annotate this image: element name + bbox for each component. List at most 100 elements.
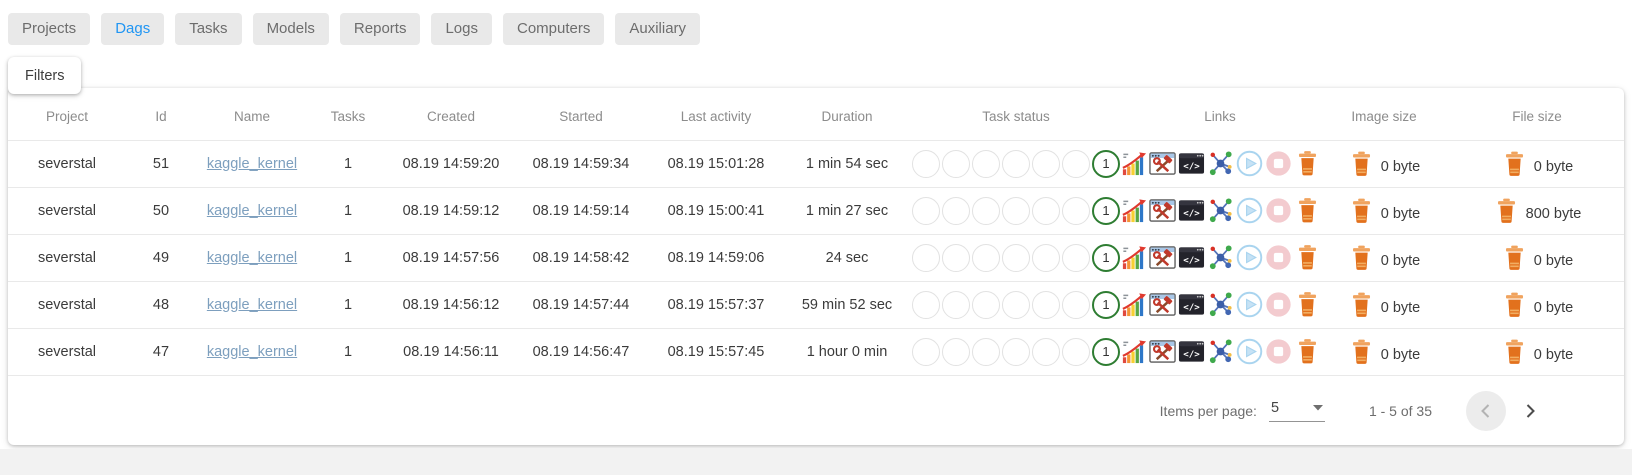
report-chart-icon[interactable] — [1120, 338, 1147, 365]
code-window-icon[interactable] — [1178, 291, 1205, 318]
graph-icon[interactable] — [1207, 150, 1234, 177]
dags-table-card: Project Id Name Tasks Created Started La… — [8, 88, 1624, 445]
cell-id: 50 — [126, 187, 196, 235]
code-window-icon[interactable] — [1178, 338, 1205, 365]
cell-task-status: 1 — [910, 281, 1122, 329]
trash-icon[interactable] — [1501, 149, 1528, 179]
graph-icon[interactable] — [1207, 291, 1234, 318]
trash-icon[interactable] — [1294, 197, 1321, 224]
code-window-icon[interactable] — [1178, 197, 1205, 224]
trash-icon[interactable] — [1348, 337, 1375, 367]
graph-icon[interactable] — [1207, 197, 1234, 224]
tab-models[interactable]: Models — [252, 13, 329, 45]
items-per-page-value: 5 — [1270, 400, 1280, 416]
status-circle — [972, 149, 1000, 178]
cell-name: kaggle_kernel — [196, 281, 308, 329]
table-row: severstal 51 kaggle_kernel 1 08.19 14:59… — [8, 140, 1624, 188]
play-icon[interactable] — [1236, 150, 1263, 177]
code-window-icon[interactable] — [1178, 244, 1205, 271]
trash-icon[interactable] — [1501, 290, 1528, 320]
cell-duration: 1 hour 0 min — [784, 328, 910, 376]
trash-icon[interactable] — [1294, 291, 1321, 318]
tools-window-icon[interactable] — [1149, 244, 1176, 271]
play-icon[interactable] — [1236, 291, 1263, 318]
status-circle — [1032, 196, 1060, 225]
dag-name-link[interactable]: kaggle_kernel — [206, 202, 298, 219]
trash-icon[interactable] — [1294, 244, 1321, 271]
play-icon[interactable] — [1236, 197, 1263, 224]
previous-page-button[interactable] — [1466, 391, 1506, 431]
stop-icon[interactable] — [1265, 150, 1292, 177]
play-icon[interactable] — [1236, 244, 1263, 271]
cell-started: 08.19 14:58:42 — [514, 234, 648, 282]
tab-tasks[interactable]: Tasks — [175, 13, 242, 45]
tools-window-icon[interactable] — [1149, 291, 1176, 318]
cell-file-size: 0 byte — [1450, 328, 1624, 376]
filters-button[interactable]: Filters — [8, 57, 82, 94]
chevron-left-icon — [1474, 399, 1498, 423]
task-status-indicator: 1 — [910, 290, 1122, 319]
stop-icon[interactable] — [1265, 338, 1292, 365]
tools-window-icon[interactable] — [1149, 338, 1176, 365]
cell-last-activity: 08.19 15:57:37 — [648, 281, 784, 329]
file-size-value: 0 byte — [1533, 252, 1574, 269]
code-window-icon[interactable] — [1178, 150, 1205, 177]
col-header-tasks: Tasks — [308, 94, 388, 141]
col-header-project: Project — [8, 94, 126, 141]
trash-icon[interactable] — [1294, 338, 1321, 365]
tab-projects[interactable]: Projects — [8, 13, 91, 45]
items-per-page-label: Items per page: — [1159, 403, 1257, 419]
cell-created: 08.19 14:56:12 — [388, 281, 514, 329]
dag-name-link[interactable]: kaggle_kernel — [206, 343, 298, 360]
tab-reports[interactable]: Reports — [339, 13, 421, 45]
col-header-links: Links — [1122, 94, 1318, 141]
next-page-button[interactable] — [1510, 391, 1550, 431]
dag-name-link[interactable]: kaggle_kernel — [206, 249, 298, 266]
tab-computers[interactable]: Computers — [502, 13, 605, 45]
trash-icon[interactable] — [1348, 243, 1375, 273]
stop-icon[interactable] — [1265, 197, 1292, 224]
status-circle-success: 1 — [1092, 243, 1120, 272]
stop-icon[interactable] — [1265, 291, 1292, 318]
cell-file-size: 800 byte — [1450, 187, 1624, 235]
tools-window-icon[interactable] — [1149, 150, 1176, 177]
status-circle — [912, 149, 940, 178]
dag-name-link[interactable]: kaggle_kernel — [206, 155, 298, 172]
cell-last-activity: 08.19 14:59:06 — [648, 234, 784, 282]
tools-window-icon[interactable] — [1149, 197, 1176, 224]
play-icon[interactable] — [1236, 338, 1263, 365]
graph-icon[interactable] — [1207, 244, 1234, 271]
status-circle — [912, 243, 940, 272]
status-circle — [912, 290, 940, 319]
dag-name-link[interactable]: kaggle_kernel — [206, 296, 298, 313]
trash-icon[interactable] — [1493, 196, 1520, 226]
trash-icon[interactable] — [1501, 243, 1528, 273]
status-circle — [1062, 149, 1090, 178]
file-size-value: 0 byte — [1533, 299, 1574, 316]
cell-task-status: 1 — [910, 187, 1122, 235]
tab-auxiliary[interactable]: Auxiliary — [615, 13, 701, 45]
trash-icon[interactable] — [1348, 149, 1375, 179]
report-chart-icon[interactable] — [1120, 150, 1147, 177]
report-chart-icon[interactable] — [1120, 197, 1147, 224]
trash-icon[interactable] — [1501, 337, 1528, 367]
report-chart-icon[interactable] — [1120, 244, 1147, 271]
cell-file-size: 0 byte — [1450, 281, 1624, 329]
status-circle — [1032, 337, 1060, 366]
tab-dags[interactable]: Dags — [101, 13, 165, 45]
cell-duration: 1 min 54 sec — [784, 140, 910, 188]
items-per-page-select[interactable]: 5 — [1268, 400, 1325, 422]
trash-icon[interactable] — [1294, 150, 1321, 177]
trash-icon[interactable] — [1348, 290, 1375, 320]
image-size-value: 0 byte — [1380, 299, 1421, 316]
cell-last-activity: 08.19 15:00:41 — [648, 187, 784, 235]
stop-icon[interactable] — [1265, 244, 1292, 271]
trash-icon[interactable] — [1348, 196, 1375, 226]
status-circle — [1002, 290, 1030, 319]
graph-icon[interactable] — [1207, 338, 1234, 365]
status-circle — [1002, 243, 1030, 272]
tab-logs[interactable]: Logs — [431, 13, 492, 45]
report-chart-icon[interactable] — [1120, 291, 1147, 318]
cell-duration: 59 min 52 sec — [784, 281, 910, 329]
status-circle — [1002, 149, 1030, 178]
